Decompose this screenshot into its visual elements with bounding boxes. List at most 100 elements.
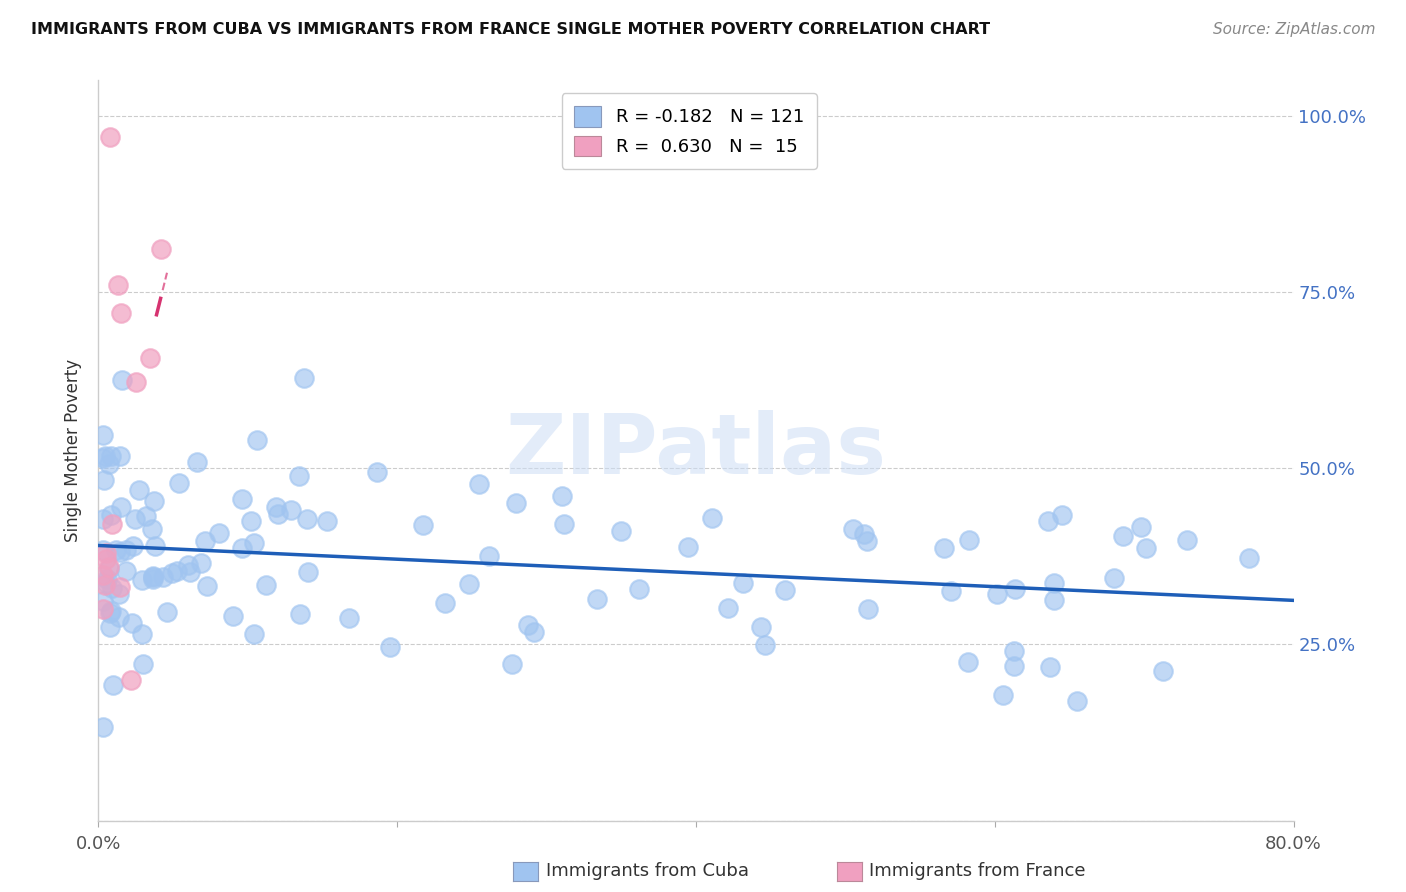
Point — [108, 610, 131, 624]
Point — [754, 638, 776, 652]
Point — [190, 556, 212, 570]
Point — [458, 577, 481, 591]
Point — [991, 688, 1014, 702]
Point — [628, 582, 651, 596]
Point — [523, 624, 546, 639]
Point — [749, 620, 772, 634]
Point — [115, 565, 138, 579]
Point — [194, 533, 217, 548]
Point — [433, 596, 456, 610]
Point — [1239, 550, 1261, 565]
Point — [91, 594, 114, 608]
Point — [553, 516, 575, 531]
Point — [717, 600, 740, 615]
Point — [186, 455, 208, 469]
Point — [100, 508, 122, 522]
Point — [280, 503, 302, 517]
Point — [288, 468, 311, 483]
Point — [97, 562, 120, 576]
Point — [1002, 644, 1025, 658]
Point — [254, 577, 277, 591]
Point — [1002, 658, 1025, 673]
Point — [128, 483, 150, 497]
Point — [468, 476, 491, 491]
Point — [93, 578, 115, 592]
Point — [98, 129, 122, 144]
Point — [91, 512, 114, 526]
Point — [1135, 541, 1157, 555]
Point — [135, 508, 157, 523]
Point — [142, 572, 165, 586]
Point — [94, 552, 117, 566]
Point — [141, 523, 163, 537]
Point — [179, 565, 201, 579]
Point — [676, 540, 699, 554]
Point — [166, 564, 188, 578]
Point — [852, 527, 875, 541]
Point — [231, 541, 253, 555]
Point — [1043, 593, 1066, 607]
Point — [264, 500, 287, 515]
Point — [297, 565, 319, 579]
Point — [114, 543, 136, 558]
Point — [100, 604, 122, 618]
Point — [700, 511, 723, 525]
Point — [167, 476, 190, 491]
Point — [142, 569, 165, 583]
Point — [96, 572, 118, 586]
Point — [733, 575, 755, 590]
Point — [152, 570, 174, 584]
Point — [111, 373, 134, 387]
Point — [100, 449, 122, 463]
Point — [100, 582, 122, 596]
Point — [108, 587, 131, 601]
Point — [378, 640, 401, 655]
Point — [143, 539, 166, 553]
Point — [91, 428, 114, 442]
Point — [1104, 571, 1126, 585]
Point — [858, 602, 880, 616]
Point — [91, 602, 114, 616]
Point — [231, 491, 253, 506]
Y-axis label: Single Mother Poverty: Single Mother Poverty — [65, 359, 83, 542]
Point — [121, 615, 143, 630]
Point — [98, 620, 121, 634]
Point — [842, 522, 865, 536]
Point — [149, 242, 172, 256]
Point — [295, 512, 318, 526]
Point — [292, 370, 315, 384]
Point — [156, 605, 179, 619]
Point — [122, 539, 145, 553]
Point — [412, 518, 434, 533]
Point — [139, 351, 162, 365]
Text: ZIPatlas: ZIPatlas — [506, 410, 886, 491]
Point — [315, 514, 337, 528]
Point — [609, 524, 631, 539]
Point — [957, 533, 980, 547]
Point — [505, 496, 527, 510]
Point — [267, 508, 290, 522]
Text: Immigrants from Cuba: Immigrants from Cuba — [546, 863, 748, 880]
Point — [91, 451, 114, 466]
Point — [197, 579, 219, 593]
Point — [1004, 582, 1026, 597]
Point — [478, 549, 501, 563]
Point — [1042, 575, 1064, 590]
Point — [1038, 660, 1060, 674]
Point — [222, 609, 245, 624]
Point — [176, 558, 198, 572]
Point — [773, 583, 796, 598]
Point — [110, 500, 132, 514]
Point — [207, 525, 229, 540]
Point — [110, 581, 132, 595]
Point — [108, 450, 131, 464]
Point — [91, 567, 114, 582]
Point — [125, 375, 148, 389]
Point — [96, 575, 118, 590]
Point — [932, 541, 955, 555]
Point — [131, 573, 153, 587]
Point — [120, 673, 142, 687]
Point — [1036, 515, 1059, 529]
Point — [91, 720, 114, 734]
Point — [124, 512, 146, 526]
